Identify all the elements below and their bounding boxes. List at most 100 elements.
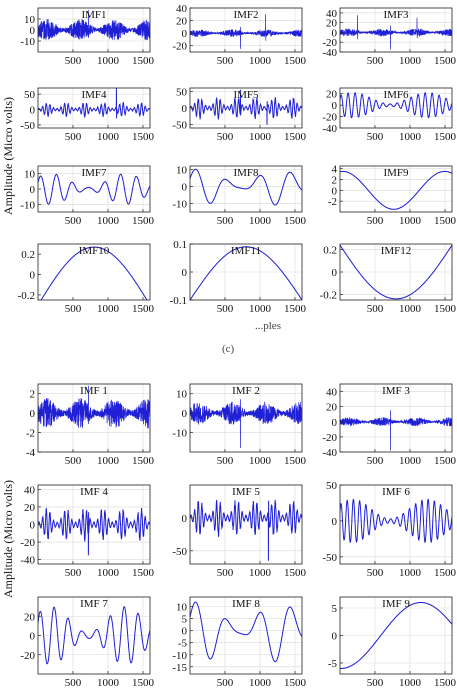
- x-tick-label: 1000: [399, 677, 422, 689]
- imf-panel-title: IMF2: [233, 9, 258, 21]
- x-tick-label: 1000: [97, 455, 120, 467]
- imf-series-line: [340, 410, 452, 451]
- y-tick-label: 5: [182, 614, 188, 626]
- y-tick-label: 0: [30, 631, 36, 643]
- x-tick-label: 1000: [249, 303, 272, 315]
- imf-series-line: [38, 246, 150, 300]
- x-tick-label: 1000: [249, 55, 272, 67]
- y-tick-label: 40: [326, 387, 338, 399]
- imf-panel-title: IMF7: [81, 167, 107, 179]
- x-tick-label: 1500: [434, 303, 457, 315]
- imf-series-line: [340, 170, 452, 210]
- x-tick-label: 500: [217, 215, 234, 227]
- imf-series-line: [38, 606, 150, 665]
- x-tick-label: 1000: [97, 131, 120, 143]
- imf-panel-title: IMF 6: [382, 486, 410, 498]
- x-tick-label: 1500: [132, 567, 155, 579]
- x-tick-label: 1500: [434, 455, 457, 467]
- imf-panel-title: IMF6: [383, 89, 409, 101]
- imf-series-line: [38, 173, 150, 205]
- y-tick-label: -20: [322, 37, 337, 49]
- imf-series-line: [38, 10, 150, 41]
- y-tick-label: 0: [30, 520, 36, 532]
- y-tick-label: 4: [332, 164, 338, 176]
- imf-panel-title: IMF 3: [382, 385, 410, 397]
- y-tick-label: 20: [24, 611, 36, 623]
- x-tick-label: 500: [65, 567, 82, 579]
- imf-panel-title: IMF3: [383, 9, 409, 21]
- imf-series-line: [38, 507, 150, 556]
- y-tick-label: 0: [30, 270, 36, 282]
- y-tick-label: 0: [332, 631, 338, 643]
- x-tick-label: 1000: [399, 131, 422, 143]
- x-tick-label: 1500: [434, 131, 457, 143]
- imf-panel: 500 1000 1500 -50 0 50 IMF4: [20, 87, 155, 143]
- plot-frame: [37, 87, 151, 129]
- y-tick-label: 0: [30, 408, 36, 420]
- y-tick-label: -0.1: [170, 295, 187, 307]
- x-tick-label: 1500: [284, 215, 307, 227]
- y-tick-label: 0: [182, 181, 188, 193]
- x-tick-label: 500: [217, 455, 234, 467]
- x-tick-label: 1500: [132, 131, 155, 143]
- y-tick-label: 2: [30, 389, 36, 401]
- imf-series-line: [190, 14, 302, 49]
- imf-series-line: [340, 602, 452, 669]
- y-tick-label: 50: [326, 480, 338, 492]
- x-tick-label: 1500: [132, 303, 155, 315]
- x-tick-label: 500: [367, 677, 384, 689]
- x-tick-label: 1500: [284, 131, 307, 143]
- imf-series-line: [340, 244, 452, 300]
- imf-panel: 500 1000 1500 -10 0 10 IMF7: [20, 165, 154, 227]
- x-tick-label: 1500: [284, 455, 307, 467]
- plot-frame: [189, 165, 303, 213]
- x-tick-label: 1000: [399, 455, 422, 467]
- x-tick-label: 500: [367, 215, 384, 227]
- imf-panel: 500 1000 1500 -40 -20 0 20 40 IMF 3: [322, 383, 457, 467]
- y-tick-label: 0: [182, 626, 188, 638]
- imf-panel-title: IMF10: [79, 245, 110, 257]
- x-tick-label: 500: [65, 215, 82, 227]
- imf-panel-title: IMF9: [383, 167, 409, 179]
- plot-frame: [189, 596, 303, 675]
- x-tick-label: 1000: [97, 215, 120, 227]
- x-tick-label: 1000: [399, 215, 422, 227]
- y-tick-label: 0: [332, 27, 338, 39]
- plot-frame: [189, 484, 303, 565]
- y-tick-label: 2: [332, 175, 338, 187]
- y-tick-label: 0: [182, 103, 188, 115]
- plot-frame: [339, 165, 453, 213]
- plot-frame: [339, 383, 453, 453]
- y-tick-label: 0: [182, 513, 188, 525]
- imf-series-line: [190, 399, 302, 449]
- x-tick-label: 1000: [249, 131, 272, 143]
- x-tick-label: 500: [217, 55, 234, 67]
- x-tick-label: 500: [217, 131, 234, 143]
- imf-panel: 500 1000 1500 -4 -2 0 2 IMF 1: [26, 383, 154, 467]
- imf-panel: 500 1000 1500 -10 0 10 IMF8: [172, 164, 306, 227]
- imf-panel-title: IMF 5: [232, 486, 260, 498]
- x-tick-label: 1000: [249, 567, 272, 579]
- imf-panel: 500 1000 1500 -50 0 50 IMF5: [172, 86, 306, 143]
- imf-panel-title: IMF 2: [232, 385, 260, 397]
- y-tick-label: -10: [20, 36, 35, 48]
- plot-frame: [37, 383, 151, 453]
- y-tick-label: -10: [172, 650, 187, 662]
- imf-series-line: [38, 88, 150, 119]
- plot-frame: [339, 7, 453, 53]
- imf-series-line: [190, 246, 302, 300]
- x-tick-label: 1000: [249, 215, 272, 227]
- y-tick-label: -20: [172, 41, 187, 53]
- y-tick-label: -50: [20, 120, 35, 132]
- y-tick-label: -40: [322, 447, 337, 459]
- y-tick-label: -40: [322, 123, 337, 135]
- plot-frame: [339, 484, 453, 565]
- x-tick-label: 1500: [284, 677, 307, 689]
- x-axis-label-fragment: ...ples: [255, 320, 281, 332]
